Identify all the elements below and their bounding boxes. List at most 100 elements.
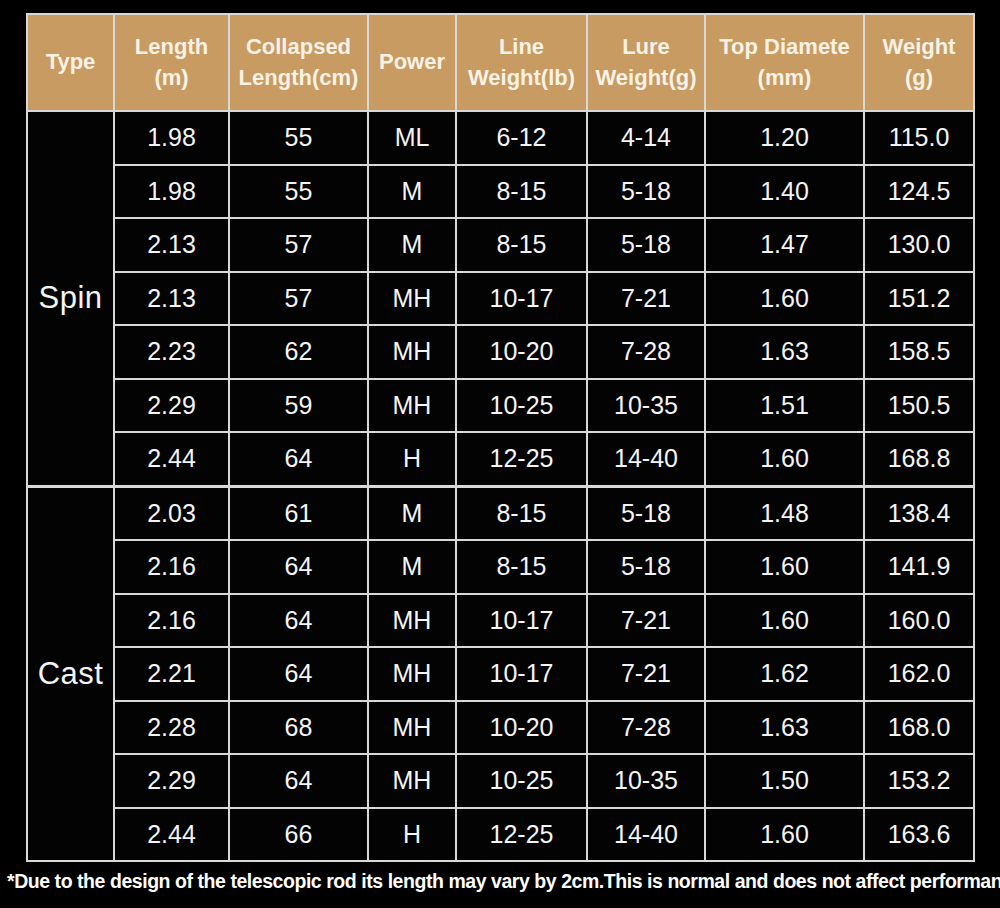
table-cell: 7-21 [587, 647, 705, 701]
header-row: TypeLength (m)Collapsed Length(cm)PowerL… [27, 14, 974, 111]
table-row: 2.1357MH10-177-211.60151.2 [27, 272, 974, 326]
table-cell: 124.5 [864, 165, 974, 219]
table-cell: 10-35 [587, 379, 705, 433]
table-cell: ML [368, 111, 456, 165]
table-cell: 12-25 [456, 808, 587, 862]
table-row: 2.1664M8-155-181.60141.9 [27, 540, 974, 594]
table-cell: 1.98 [114, 165, 229, 219]
table-cell: 2.16 [114, 540, 229, 594]
table-body: Spin1.9855ML6-124-141.20115.01.9855M8-15… [27, 111, 974, 861]
table-cell: 64 [229, 540, 368, 594]
table-row: 2.2964MH10-2510-351.50153.2 [27, 754, 974, 808]
table-cell: 162.0 [864, 647, 974, 701]
table-cell: 2.29 [114, 379, 229, 433]
row-group-label-cast: Cast [27, 486, 114, 861]
table-row: 2.2362MH10-207-281.63158.5 [27, 325, 974, 379]
column-header: Weight (g) [864, 14, 974, 111]
column-header: Type [27, 14, 114, 111]
table-cell: 1.20 [705, 111, 864, 165]
table-cell: 61 [229, 486, 368, 540]
table-cell: 1.60 [705, 540, 864, 594]
table-cell: 64 [229, 647, 368, 701]
table-cell: 66 [229, 808, 368, 862]
table-cell: 12-25 [456, 432, 587, 486]
table-cell: 62 [229, 325, 368, 379]
table-cell: 10-25 [456, 754, 587, 808]
table-cell: 7-21 [587, 272, 705, 326]
table-cell: 168.0 [864, 701, 974, 755]
table-cell: 1.60 [705, 272, 864, 326]
table-cell: 14-40 [587, 432, 705, 486]
table-cell: 2.44 [114, 432, 229, 486]
table-row: 2.2959MH10-2510-351.51150.5 [27, 379, 974, 433]
table-cell: 115.0 [864, 111, 974, 165]
column-header: Collapsed Length(cm) [229, 14, 368, 111]
table-cell: 7-28 [587, 325, 705, 379]
table-cell: 2.21 [114, 647, 229, 701]
table-cell: 160.0 [864, 594, 974, 648]
column-header: Line Weight(lb) [456, 14, 587, 111]
table-cell: 153.2 [864, 754, 974, 808]
table-cell: 8-15 [456, 218, 587, 272]
table-cell: 1.51 [705, 379, 864, 433]
table-row: 2.2164MH10-177-211.62162.0 [27, 647, 974, 701]
column-header: Lure Weight(g) [587, 14, 705, 111]
table-cell: 4-14 [587, 111, 705, 165]
table-cell: 1.48 [705, 486, 864, 540]
table-cell: 2.16 [114, 594, 229, 648]
footnote: *Due to the design of the telescopic rod… [7, 870, 993, 893]
table-cell: M [368, 218, 456, 272]
table-cell: 2.28 [114, 701, 229, 755]
table-cell: 1.98 [114, 111, 229, 165]
table-cell: 158.5 [864, 325, 974, 379]
table-cell: 150.5 [864, 379, 974, 433]
table-cell: MH [368, 594, 456, 648]
table-cell: 168.8 [864, 432, 974, 486]
table-cell: 10-25 [456, 379, 587, 433]
table-cell: MH [368, 701, 456, 755]
table-header: TypeLength (m)Collapsed Length(cm)PowerL… [27, 14, 974, 111]
table-cell: MH [368, 272, 456, 326]
table-cell: M [368, 540, 456, 594]
table-cell: 2.44 [114, 808, 229, 862]
table-cell: 55 [229, 111, 368, 165]
table-cell: 59 [229, 379, 368, 433]
table-cell: 64 [229, 754, 368, 808]
table-cell: H [368, 808, 456, 862]
table-cell: 1.60 [705, 808, 864, 862]
table-cell: 10-35 [587, 754, 705, 808]
table-cell: 1.60 [705, 432, 864, 486]
column-header: Length (m) [114, 14, 229, 111]
table-row: 1.9855M8-155-181.40124.5 [27, 165, 974, 219]
column-header: Power [368, 14, 456, 111]
table-cell: MH [368, 325, 456, 379]
table-cell: 151.2 [864, 272, 974, 326]
table-cell: MH [368, 647, 456, 701]
table-cell: 10-17 [456, 594, 587, 648]
table-cell: 141.9 [864, 540, 974, 594]
table-cell: 1.40 [705, 165, 864, 219]
table-cell: MH [368, 754, 456, 808]
table-cell: 1.60 [705, 594, 864, 648]
table-cell: 64 [229, 432, 368, 486]
table-cell: 8-15 [456, 540, 587, 594]
table-cell: 2.29 [114, 754, 229, 808]
table-cell: 10-17 [456, 272, 587, 326]
table-cell: 14-40 [587, 808, 705, 862]
table-cell: 57 [229, 272, 368, 326]
row-group-label-spin: Spin [27, 111, 114, 486]
table-row: 2.1357M8-155-181.47130.0 [27, 218, 974, 272]
table-cell: 10-17 [456, 647, 587, 701]
table-cell: M [368, 486, 456, 540]
table-cell: 5-18 [587, 540, 705, 594]
table-cell: 1.47 [705, 218, 864, 272]
rod-spec-table: TypeLength (m)Collapsed Length(cm)PowerL… [26, 13, 975, 862]
table-cell: 7-28 [587, 701, 705, 755]
table-cell: 5-18 [587, 486, 705, 540]
table-cell: 163.6 [864, 808, 974, 862]
table-row: 2.4464H12-2514-401.60168.8 [27, 432, 974, 486]
table-cell: MH [368, 379, 456, 433]
table-cell: 10-20 [456, 701, 587, 755]
table-cell: 5-18 [587, 165, 705, 219]
table-cell: 57 [229, 218, 368, 272]
